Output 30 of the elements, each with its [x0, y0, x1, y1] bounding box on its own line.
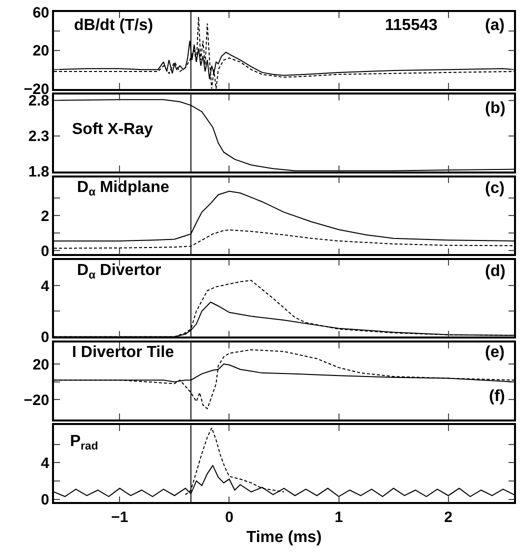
annotation: dB/dt (T/s) — [74, 17, 154, 34]
y-tick-label: 20 — [32, 42, 50, 60]
annotation: (e) — [485, 344, 505, 361]
annotation: D$_{α}$ Midplane — [77, 179, 170, 198]
y-tick-label: 60 — [32, 4, 50, 22]
annotation: Soft X-Ray — [72, 121, 153, 138]
x-tick-label: 0 — [225, 508, 234, 526]
y-tick-label: 2.3 — [28, 128, 50, 146]
annotation: (d) — [485, 263, 506, 280]
y-tick-label: 0 — [40, 492, 50, 509]
y-tick-label: 0 — [40, 242, 50, 260]
x-tick-label: −1 — [111, 508, 128, 526]
y-tick-label: −20 — [24, 392, 50, 409]
x-axis-title: Time (ms) — [246, 528, 322, 546]
annotation: I Divertor Tile — [72, 344, 174, 361]
annotation: 115543 — [385, 17, 438, 34]
annotation: D$_{α}$ Divertor — [77, 262, 162, 282]
y-tick-label: 4 — [40, 278, 50, 295]
annotation: (a) — [485, 17, 505, 34]
y-tick-label: 4 — [40, 454, 50, 472]
y-tick-label: 1.8 — [28, 164, 50, 181]
annotation: P$_{rad}$ — [70, 433, 98, 452]
annotation: (c) — [485, 180, 505, 197]
x-tick-label: 2 — [444, 508, 452, 526]
y-tick-label: 20 — [32, 356, 50, 374]
y-tick-label: 0 — [40, 328, 50, 346]
annotation: (f) — [489, 388, 505, 405]
x-tick-label: 1 — [334, 508, 343, 526]
annotation: (b) — [485, 100, 506, 117]
y-tick-label: 2 — [40, 208, 50, 225]
